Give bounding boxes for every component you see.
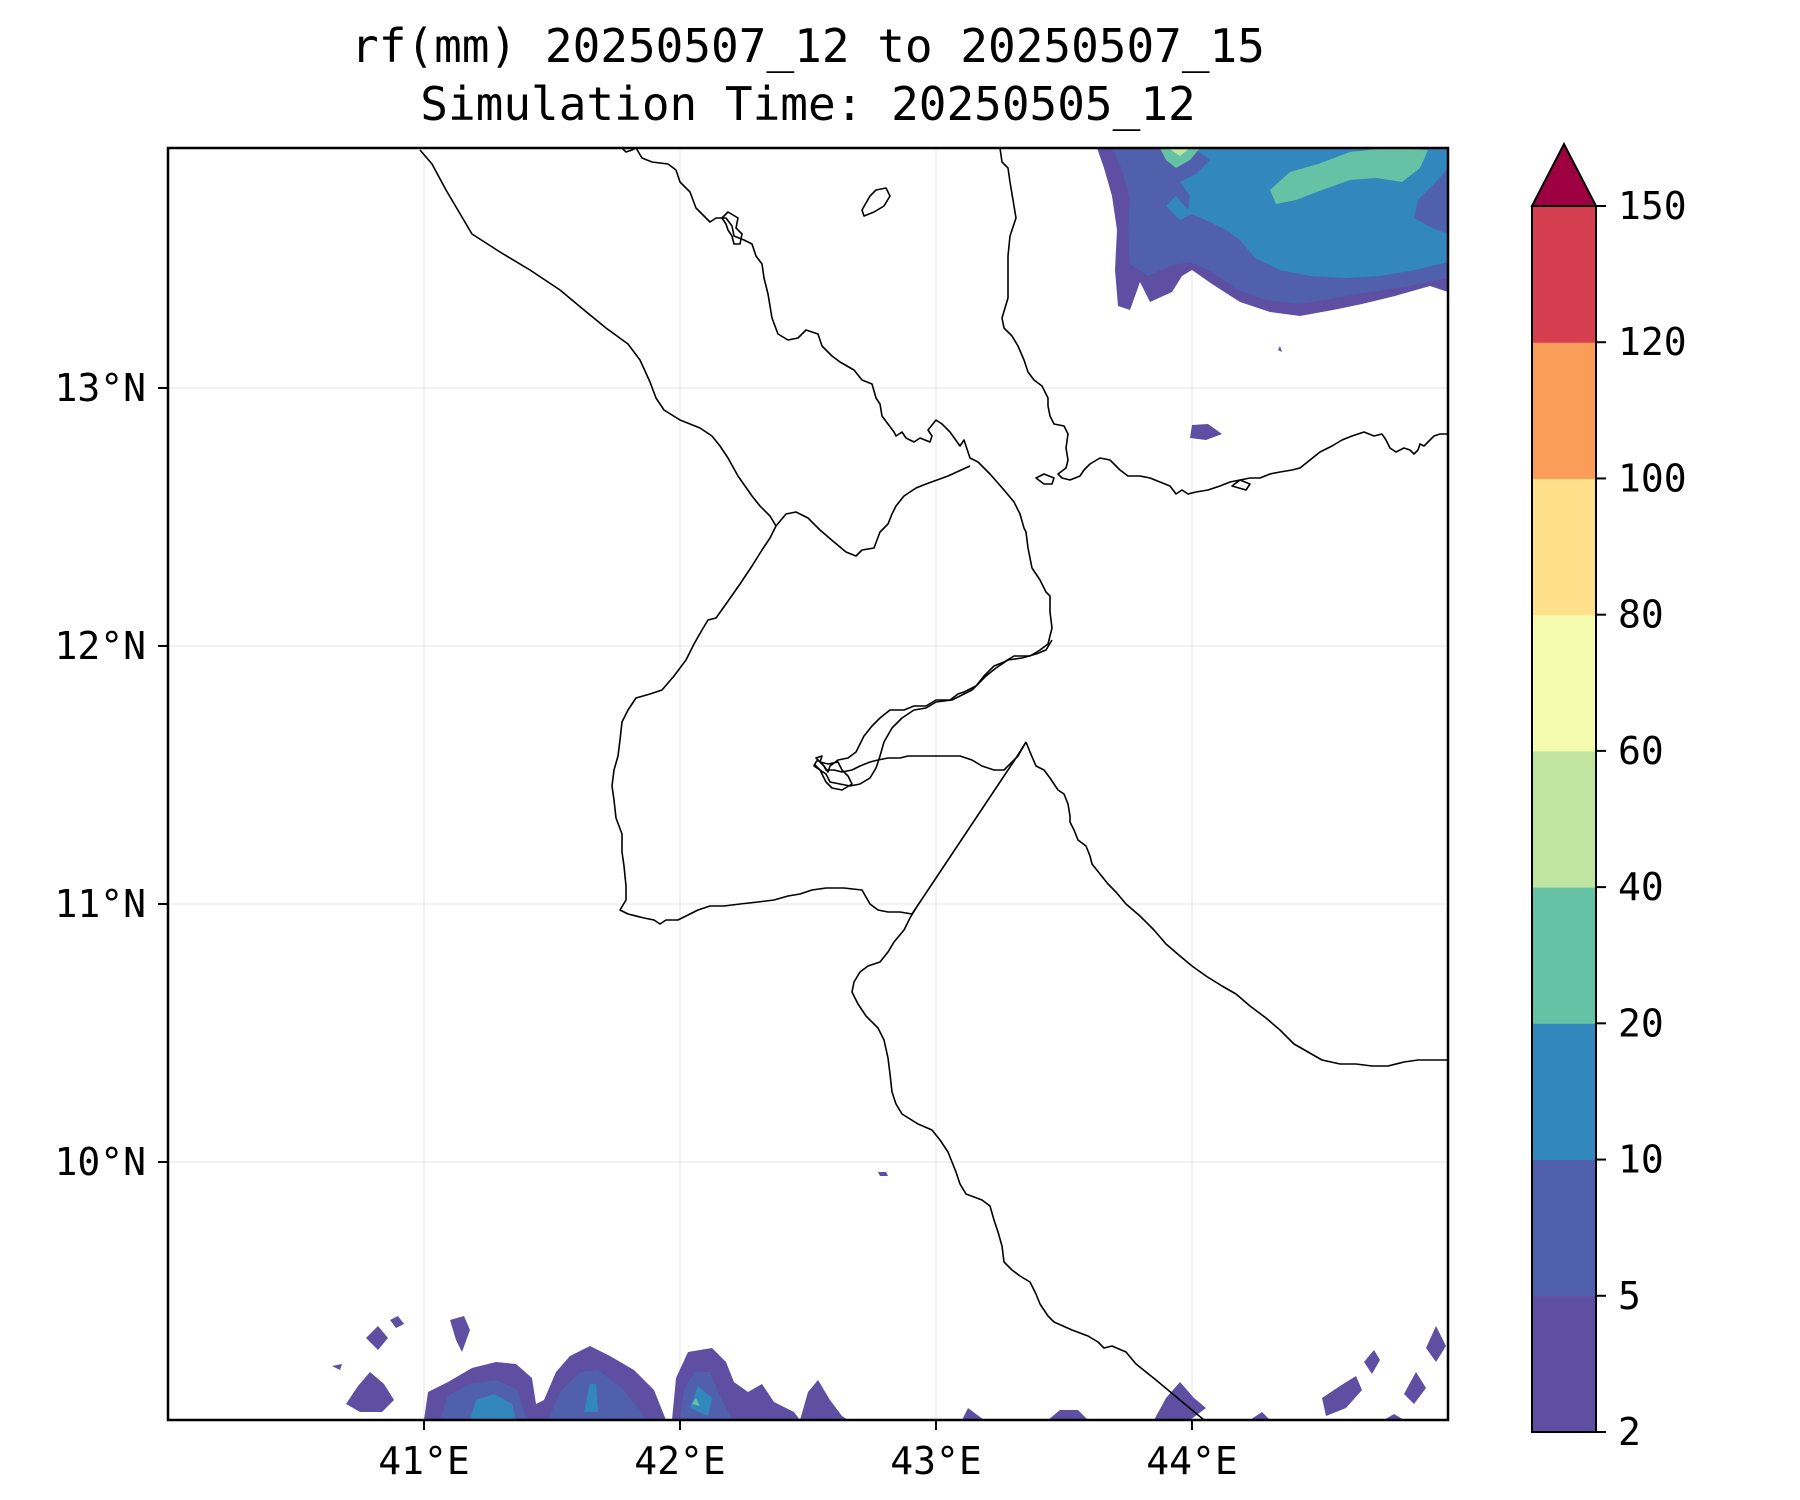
- rain-region-s-2mm-o: [1404, 1372, 1426, 1404]
- colorbar-segment-4: [1532, 750, 1596, 888]
- lat-tick-label-0: 13°N: [54, 366, 146, 410]
- colorbar-segment-2: [1532, 1023, 1596, 1161]
- colorbar-label-0: 2: [1618, 1410, 1641, 1454]
- latitude-ticks: 13°N 12°N 11°N 10°N: [54, 366, 168, 1184]
- rain-region-s-2mm-d: [346, 1372, 394, 1412]
- island-north: [861, 187, 891, 217]
- colorbar-segment-1: [1532, 1159, 1596, 1297]
- lon-tick-label-0: 41°E: [378, 1439, 470, 1483]
- lon-tick-label-2: 43°E: [890, 1439, 982, 1483]
- map-frame: [166, 146, 1450, 1422]
- colorbar-segment-0: [1532, 1295, 1596, 1433]
- colorbar-label-7: 100: [1618, 456, 1687, 500]
- ethiopia-eritrea-border: [419, 149, 777, 527]
- coastlines-and-borders: [419, 147, 1448, 1421]
- rain-region-s-2mm-g: [450, 1316, 470, 1352]
- colorbar-label-4: 40: [1618, 865, 1664, 909]
- longitude-ticks: 41°E 42°E 43°E 44°E: [378, 1420, 1238, 1483]
- rain-region-ne-20mm: [1270, 148, 1428, 204]
- eritrea-djibouti-border: [775, 465, 971, 557]
- rain-region-s-2mm-q: [1384, 1414, 1404, 1420]
- ethiopia-somaliland-border: [851, 907, 1205, 1421]
- map-panel: 41°E 42°E 43°E 44°E 13°N 12°N 11°N 10°N: [54, 146, 1450, 1483]
- rain-region-s-2mm-m: [1322, 1376, 1362, 1416]
- colorbar: 2 5 10 20 40 60 80 100 120 150: [1530, 141, 1687, 1454]
- colorbar-label-5: 60: [1618, 729, 1664, 773]
- somaliland-coast: [1025, 741, 1448, 1067]
- rain-region-s-2mm-p: [1426, 1326, 1446, 1362]
- lat-tick-label-1: 12°N: [54, 624, 146, 668]
- colorbar-segment-3: [1532, 887, 1596, 1024]
- rain-region-s-5mm-b: [548, 1370, 646, 1420]
- rain-region-ne-40mm: [1168, 148, 1190, 156]
- colorbar-label-1: 5: [1618, 1274, 1641, 1318]
- map-title-line1: rf(mm) 20250507_12 to 20250507_15: [351, 19, 1265, 73]
- lat-tick-label-3: 10°N: [54, 1140, 146, 1184]
- colorbar-segment-6: [1532, 478, 1596, 616]
- colorbar-segment-5: [1532, 614, 1596, 752]
- map-title-line2: Simulation Time: 20250505_12: [420, 77, 1195, 131]
- colorbar-segment-7: [1532, 342, 1596, 479]
- rain-region-ne-20mm-b: [1160, 148, 1200, 168]
- island-tiny-2: [1231, 479, 1251, 491]
- gulf-of-tadjoura-coast: [813, 639, 1053, 787]
- colorbar-label-3: 20: [1618, 1001, 1664, 1045]
- rain-speck-3: [878, 1172, 888, 1176]
- djibouti-ethiopia-border: [611, 525, 917, 925]
- colorbar-extend-arrow: [1530, 141, 1598, 207]
- rain-speck-1: [1190, 424, 1222, 440]
- rain-region-s-2mm-e: [366, 1326, 388, 1350]
- colorbar-label-2: 10: [1618, 1138, 1664, 1182]
- precipitation-fill: [332, 148, 1448, 1420]
- island-small: [721, 211, 743, 245]
- colorbar-label-8: 120: [1618, 320, 1687, 364]
- rain-region-s-2mm-n: [1364, 1350, 1380, 1374]
- rain-region-s-2mm-j: [1048, 1410, 1088, 1420]
- rain-region-s-2mm-i: [962, 1408, 984, 1420]
- colorbar-label-9: 150: [1618, 184, 1687, 228]
- rain-region-s-2mm-l: [1250, 1412, 1270, 1420]
- rain-region-s-10mm-c: [690, 1386, 712, 1416]
- colorbar-segment-8: [1532, 206, 1596, 343]
- rain-region-s-2mm-c: [800, 1380, 848, 1420]
- rain-region-s-10mm-a: [470, 1394, 516, 1420]
- rain-region-ne-10mm: [1150, 148, 1448, 278]
- colorbar-label-6: 80: [1618, 593, 1664, 637]
- rain-region-s-20mm-c: [692, 1398, 700, 1406]
- colorbar-frame: [1531, 205, 1597, 1433]
- gridlines: [168, 148, 1448, 1420]
- rain-speck-2: [1278, 346, 1282, 352]
- lat-tick-label-2: 11°N: [54, 882, 146, 926]
- rain-region-s-2mm-f: [390, 1316, 404, 1328]
- rain-region-s-10mm-b: [584, 1384, 598, 1412]
- lon-tick-label-3: 44°E: [1146, 1439, 1238, 1483]
- map-background: [168, 148, 1448, 1420]
- eritrea-coastline-north: [999, 147, 1448, 495]
- island-tiny: [1035, 473, 1055, 485]
- rain-region-s-2mm-h: [332, 1364, 342, 1370]
- lon-tick-label-1: 42°E: [634, 1439, 726, 1483]
